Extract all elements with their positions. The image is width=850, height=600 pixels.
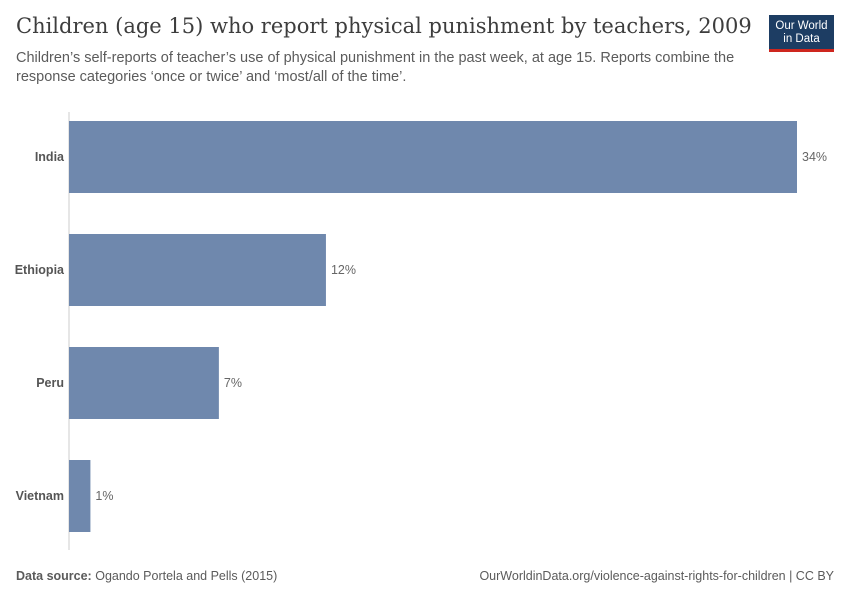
data-source-label: Data source: bbox=[16, 569, 92, 583]
data-source: Data source: Ogando Portela and Pells (2… bbox=[16, 569, 277, 583]
category-label-india: India bbox=[35, 150, 65, 164]
chart-title: Children (age 15) who report physical pu… bbox=[16, 14, 752, 38]
data-source-text[interactable]: Ogando Portela and Pells (2015) bbox=[95, 569, 278, 583]
value-label-india: 34% bbox=[802, 150, 827, 164]
logo-line-1: Our World bbox=[775, 20, 828, 32]
logo-line-2: in Data bbox=[783, 33, 820, 45]
bar-vietnam bbox=[69, 460, 91, 532]
value-label-ethiopia: 12% bbox=[331, 263, 356, 277]
value-label-vietnam: 1% bbox=[95, 489, 113, 503]
chart-subtitle: Children’s self-reports of teacher’s use… bbox=[16, 50, 735, 85]
source-url[interactable]: OurWorldinData.org/violence-against-righ… bbox=[479, 569, 834, 583]
value-label-peru: 7% bbox=[224, 376, 242, 390]
category-label-ethiopia: Ethiopia bbox=[15, 263, 65, 277]
category-label-peru: Peru bbox=[36, 376, 64, 390]
category-label-vietnam: Vietnam bbox=[16, 489, 64, 503]
bar-india bbox=[69, 121, 797, 193]
owid-logo[interactable]: Our World in Data bbox=[769, 15, 834, 52]
bar-peru bbox=[69, 347, 219, 419]
bar-ethiopia bbox=[69, 234, 326, 306]
